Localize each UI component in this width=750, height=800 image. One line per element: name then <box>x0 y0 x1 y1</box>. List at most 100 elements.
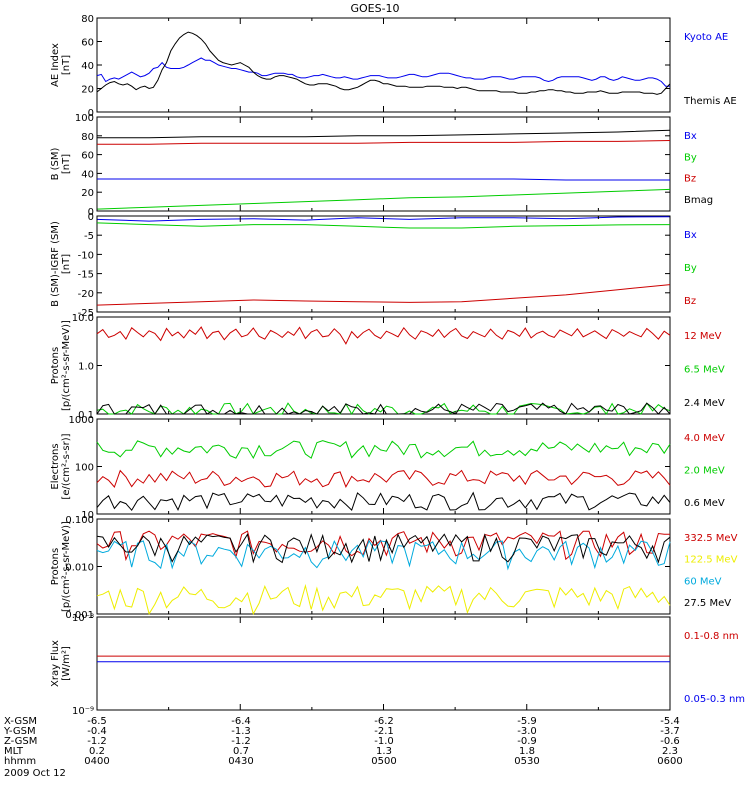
y-tick-label: 0 <box>88 207 94 218</box>
legend-entry: Bx <box>684 131 697 142</box>
y-tick-label: 10.0 <box>72 313 94 324</box>
bottom-row-value: -3.7 <box>660 726 680 737</box>
bottom-row-value: -1.3 <box>231 726 251 737</box>
figure-title: GOES-10 <box>350 2 399 15</box>
y-axis-label: B (SM)-IGRF (SM) <box>50 221 61 307</box>
y-tick-label: 1000 <box>69 415 94 426</box>
bottom-row-value: 0.2 <box>89 746 105 757</box>
panel-frame <box>96 17 671 113</box>
panel-1: 0 20 40 60 80 AE Index [nT] Kyoto AE Themis AE <box>50 14 737 119</box>
y-tick-label: 100 <box>75 463 94 474</box>
series-line-bx <box>97 178 670 181</box>
legend-entry: 0.6 MeV <box>684 498 725 509</box>
series-line-60-mev <box>96 539 671 571</box>
series-line-bmag <box>97 129 671 139</box>
series-line-bz <box>97 140 671 145</box>
bottom-row-value: -5.9 <box>517 716 537 727</box>
y-tick-label: 0.001 <box>65 610 94 621</box>
legend-entry: Bz <box>684 296 696 307</box>
legend-entry: 6.5 MeV <box>684 365 725 376</box>
y-tick-label: 80 <box>81 132 94 143</box>
y-tick-label: 100 <box>75 113 94 124</box>
bottom-axis-table: X-GSM -6.5 -6.4 -6.2 -5.9 -5.4 Y-GSM -0.4 -1.3 -2… <box>3 716 683 779</box>
bottom-row-value: 0.7 <box>233 746 249 757</box>
series-line-27-5-mev <box>96 532 671 564</box>
legend-entry: 4.0 MeV <box>684 433 725 444</box>
bottom-row-value: -6.2 <box>374 716 394 727</box>
series-line-by <box>96 188 671 210</box>
y-axis-label: Electrons <box>50 443 61 489</box>
panel-5: 10 100 1000 Electrons [e/(cm²-s-sr)] 4.0 MeV 2… <box>50 415 725 521</box>
series-line-kyoto-ae <box>96 57 670 87</box>
bottom-row-label: X-GSM <box>4 716 37 727</box>
bottom-row-value: -6.5 <box>87 716 107 727</box>
y-tick-label: 0 <box>88 212 94 223</box>
bottom-row-value: -0.9 <box>517 736 537 747</box>
y-axis-label: [p/(cm²-s-sr-MeV)] <box>61 320 72 411</box>
bottom-row-value: -1.0 <box>374 736 394 747</box>
y-tick-label: 0 <box>88 108 94 119</box>
bottom-row-label: Z-GSM <box>4 736 37 747</box>
legend-entry: By <box>684 152 697 163</box>
y-axis-label: Protons <box>50 548 61 585</box>
legend-entry: 0.05-0.3 nm <box>684 694 745 705</box>
series-line-122-5-mev <box>96 583 671 616</box>
bottom-row-label: hhmm <box>4 756 36 767</box>
y-tick-label: 10⁻⁹ <box>72 706 94 717</box>
legend-entry: 0.1-0.8 nm <box>684 631 739 642</box>
y-axis-label: [W/m²] <box>61 646 72 681</box>
panel-4: 0.1 1.0 10.0 Protons [p/(cm²-s-sr-MeV)] 12 Me… <box>50 313 725 421</box>
bottom-row-value: 2.3 <box>662 746 678 757</box>
legend-entry: By <box>684 263 697 274</box>
legend-entry: Bmag <box>684 195 713 206</box>
y-tick-label: 0.1 <box>78 410 94 421</box>
legend-entry: 122.5 MeV <box>684 555 738 566</box>
panel-6: 0.001 0.010 0.100 Protons [p/(cm²-s-sr-MeV)]… <box>50 515 738 621</box>
legend-entry: Bx <box>684 230 697 241</box>
y-axis-label: Protons <box>50 347 61 384</box>
y-tick-label: 20 <box>81 188 94 199</box>
bottom-row-value: 1.8 <box>519 746 535 757</box>
series-line-0-6-mev <box>96 491 671 512</box>
y-tick-label: 1.0 <box>78 362 94 373</box>
bottom-row-value: 0500 <box>371 756 396 767</box>
bottom-row-value: -0.4 <box>87 726 107 737</box>
legend-entry: 60 MeV <box>684 576 722 587</box>
panel-frame <box>96 116 671 212</box>
legend-entry: Themis AE <box>683 96 737 107</box>
panel-frame <box>96 316 671 415</box>
y-tick-label: 20 <box>81 85 94 96</box>
series-line-bz <box>96 284 671 306</box>
y-axis-label: Xray Flux <box>50 640 61 687</box>
y-tick-label: 60 <box>81 151 94 162</box>
y-tick-label: -10 <box>78 250 94 261</box>
bottom-row-value: -0.6 <box>660 736 680 747</box>
series-line-2-0-mev <box>96 440 671 460</box>
y-tick-label: 10 <box>81 510 94 521</box>
bottom-row-value: 1.3 <box>376 746 392 757</box>
legend-entry: 12 MeV <box>684 331 722 342</box>
y-axis-label: [p/(cm²-s-sr-MeV)] <box>61 521 72 612</box>
panel-2: 0 20 40 60 80 100 B (SM) [nT] Bx By Bz Bmag <box>50 113 713 218</box>
y-tick-label: -5 <box>84 231 94 242</box>
series-line-4-0-mev <box>96 469 671 488</box>
bottom-row-value: -1.2 <box>231 736 251 747</box>
panel-3: -25 -20 -15 -10 -5 0 B (SM)-IGRF (SM) [nT] Bx By B… <box>50 212 697 319</box>
y-axis-label: [nT] <box>61 55 72 75</box>
bottom-row-value: -1.2 <box>87 736 107 747</box>
legend-entry: Bz <box>684 174 696 185</box>
bottom-row-value: 0530 <box>514 756 539 767</box>
y-tick-label: 40 <box>81 169 94 180</box>
y-tick-label: 10⁻⁸ <box>72 613 94 624</box>
bottom-row-value: 0400 <box>84 756 109 767</box>
y-axis-label: [nT] <box>61 154 72 174</box>
y-axis-label: AE Index <box>50 43 61 87</box>
bottom-row-value: -6.4 <box>231 716 251 727</box>
date-label: 2009 Oct 12 <box>4 768 66 779</box>
y-tick-label: 60 <box>81 38 94 49</box>
bottom-row-value: -2.1 <box>374 726 394 737</box>
bottom-row-value: -5.4 <box>660 716 680 727</box>
y-axis-label: [e/(cm²-s-sr)] <box>61 433 72 499</box>
legend-entry: 2.4 MeV <box>684 398 725 409</box>
